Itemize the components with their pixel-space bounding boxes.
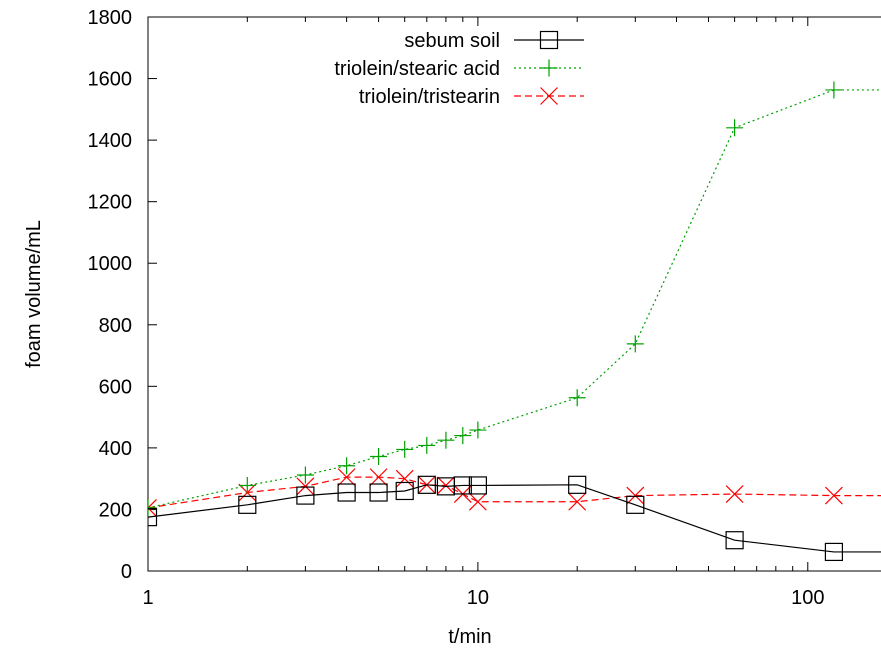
data-point: [337, 483, 356, 502]
series-triolein-tristearin: [148, 468, 881, 517]
data-point: [338, 457, 356, 475]
data-point: [824, 542, 844, 562]
plot-frame: [147, 16, 881, 572]
y-tick-label: 600: [99, 376, 132, 398]
data-point: [337, 468, 356, 487]
data-point: [468, 492, 487, 511]
legend-marker: [540, 59, 558, 77]
data-point: [725, 485, 744, 503]
data-point: [725, 531, 744, 550]
data-point: [453, 476, 472, 495]
data-point: [568, 389, 586, 407]
data-point: [468, 476, 487, 495]
legend: sebum soil triolein/stearic acid triolein/…: [334, 30, 584, 108]
data-point: [726, 119, 744, 137]
data-point: [417, 475, 436, 494]
data-point: [626, 335, 644, 353]
y-tick-label: 1000: [88, 253, 133, 275]
legend-marker: [539, 30, 559, 50]
x-tick-label: 10: [467, 587, 489, 609]
data-point: [825, 81, 843, 99]
y-tick-label: 400: [99, 438, 132, 460]
data-point: [370, 448, 388, 466]
data-point: [436, 476, 455, 495]
series-line: [148, 484, 881, 553]
data-point: [238, 495, 257, 514]
data-point: [369, 468, 388, 487]
data-point: [418, 436, 436, 454]
data-point: [626, 486, 645, 505]
data-point: [296, 486, 315, 505]
y-tick-label: 1800: [88, 7, 133, 29]
data-point: [296, 477, 315, 496]
data-point: [469, 421, 487, 439]
data-point: [238, 476, 256, 494]
data-point: [626, 495, 645, 514]
y-tick-label: 1200: [88, 192, 133, 214]
data-point: [437, 431, 455, 449]
y-tick-label: 200: [99, 499, 132, 521]
y-axis-title: foam volume/mL: [23, 220, 45, 368]
data-point: [296, 466, 314, 484]
x-tick-label: 1: [142, 587, 153, 609]
y-tick-label: 1400: [88, 130, 133, 152]
y-axis: 0 200 400 600 800 1000 1200 1400 1600 1800: [88, 7, 157, 583]
data-point: [568, 475, 587, 494]
data-point: [148, 499, 157, 517]
series-sebum-soil: [148, 475, 881, 562]
x-axis-title: t/min: [448, 626, 491, 648]
data-point: [395, 481, 414, 501]
data-point: [148, 498, 157, 517]
y-tick-label: 800: [99, 315, 132, 337]
legend-marker: [540, 87, 558, 105]
data-point: [454, 427, 472, 445]
legend-label: triolein/tristearin: [359, 86, 500, 108]
series-line: [148, 89, 881, 509]
series-layer: [148, 81, 881, 562]
legend-label: triolein/stearic acid: [334, 58, 500, 80]
data-point: [148, 508, 158, 527]
x-tick-label: 100: [791, 587, 824, 609]
data-point: [369, 483, 388, 502]
data-point: [568, 492, 587, 511]
x-axis: 1 10 100: [142, 17, 824, 609]
series-triolein-stearic-acid: [148, 81, 881, 517]
data-point: [396, 440, 414, 458]
data-point: [824, 486, 843, 505]
y-tick-label: 1600: [88, 69, 133, 91]
legend-label: sebum soil: [404, 30, 500, 52]
data-point: [395, 469, 414, 488]
y-tick-label: 0: [121, 561, 132, 583]
